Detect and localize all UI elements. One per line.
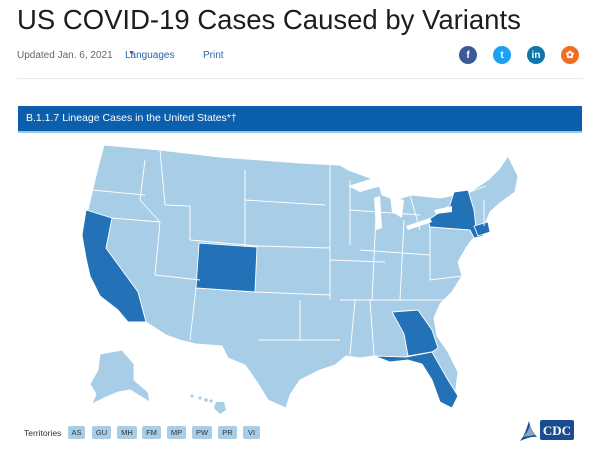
hhs-eagle-icon (520, 421, 537, 441)
state-california[interactable] (81, 209, 147, 323)
twitter-icon[interactable]: t (493, 46, 511, 64)
territory-chip-mh[interactable]: MH (117, 426, 137, 439)
territory-chip-pw[interactable]: PW (192, 426, 212, 439)
state-alaska[interactable] (89, 349, 151, 405)
territories-label: Territories (24, 428, 62, 438)
state-new-york[interactable] (427, 189, 485, 239)
caret-down-icon: ▼ (128, 50, 135, 57)
page-title: US COVID-19 Cases Caused by Variants (17, 4, 521, 35)
contiguous-us-outline (81, 144, 519, 409)
state-florida[interactable] (373, 351, 459, 409)
territory-chip-fm[interactable]: FM (142, 426, 161, 439)
page-meta-bar: Updated Jan. 6, 2021 Languages ▼ Print (17, 50, 587, 64)
divider (17, 78, 583, 79)
facebook-icon[interactable]: f (459, 46, 477, 64)
state-borders (91, 149, 487, 357)
cdc-logo: CDC (520, 420, 574, 441)
territory-chip-gu[interactable]: GU (92, 426, 111, 439)
languages-label: Languages (125, 50, 175, 61)
syndication-icon[interactable]: ✿ (561, 46, 579, 64)
linkedin-icon[interactable]: in (527, 46, 545, 64)
territory-chip-pr[interactable]: PR (218, 426, 237, 439)
updated-date: Updated Jan. 6, 2021 (17, 50, 113, 61)
territory-chip-mp[interactable]: MP (167, 426, 186, 439)
map-heading: B.1.1.7 Lineage Cases in the United Stat… (18, 106, 582, 131)
state-georgia[interactable] (391, 309, 439, 357)
cdc-logo-text: CDC (543, 423, 571, 438)
state-connecticut[interactable] (473, 221, 491, 237)
state-colorado[interactable] (195, 242, 258, 293)
state-hawaii[interactable] (190, 394, 226, 414)
us-states-map[interactable] (0, 135, 600, 420)
territory-chip-as[interactable]: AS (68, 426, 85, 439)
map-heading-underline (18, 131, 582, 133)
territory-chip-vi[interactable]: VI (243, 426, 260, 439)
great-lakes (348, 176, 452, 230)
print-link[interactable]: Print (203, 50, 224, 61)
